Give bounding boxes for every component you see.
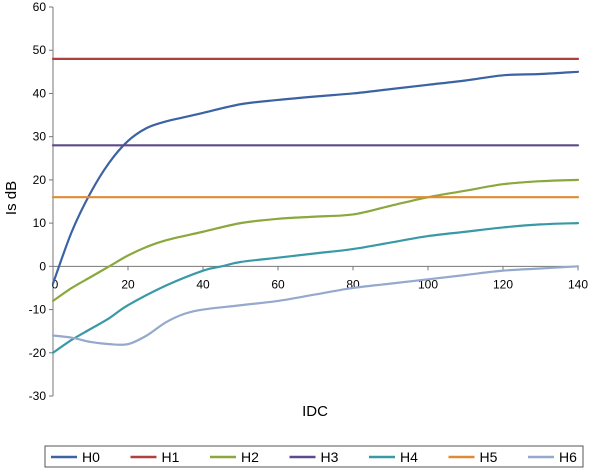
y-axis-title: Is dB <box>3 181 20 215</box>
series-lines <box>51 57 580 354</box>
legend-label-h2: H2 <box>241 449 259 465</box>
x-tick-label: 60 <box>271 277 285 291</box>
x-tick-label: 120 <box>493 277 513 291</box>
x-tick-label: 0 <box>52 277 59 291</box>
series-line-h2 <box>51 178 580 303</box>
y-axis-ticks: -30 -20 -10 0 10 20 30 40 50 60 <box>29 0 53 403</box>
legend-label-h3: H3 <box>321 449 339 465</box>
y-tick-label: 30 <box>33 130 47 144</box>
y-tick-label: 50 <box>33 43 47 57</box>
y-tick-label: 40 <box>33 86 47 100</box>
legend-label-h4: H4 <box>400 449 418 465</box>
legend-label-h5: H5 <box>480 449 498 465</box>
y-tick-label: 60 <box>33 0 47 14</box>
y-tick-label: -10 <box>29 303 47 317</box>
y-tick-label: -20 <box>29 346 47 360</box>
series-line-h4 <box>51 222 580 354</box>
y-tick-label: 10 <box>33 216 47 230</box>
x-axis-ticks: 0 20 40 60 80 100 120 140 <box>52 266 588 291</box>
x-tick-label: 40 <box>196 277 210 291</box>
x-tick-label: 140 <box>568 277 588 291</box>
series-line-h6 <box>51 265 580 346</box>
legend-label-h6: H6 <box>559 449 577 465</box>
y-tick-label: -30 <box>29 389 47 403</box>
y-tick-label: 0 <box>39 259 46 273</box>
y-tick-label: 20 <box>33 173 47 187</box>
legend-label-h1: H1 <box>162 449 180 465</box>
x-axis-title: IDC <box>302 403 328 420</box>
legend: H0 H1 H2 H3 H4 H5 H6 <box>44 445 584 468</box>
series-line-h0 <box>51 70 580 285</box>
x-tick-label: 20 <box>121 277 135 291</box>
legend-label-h0: H0 <box>82 449 100 465</box>
